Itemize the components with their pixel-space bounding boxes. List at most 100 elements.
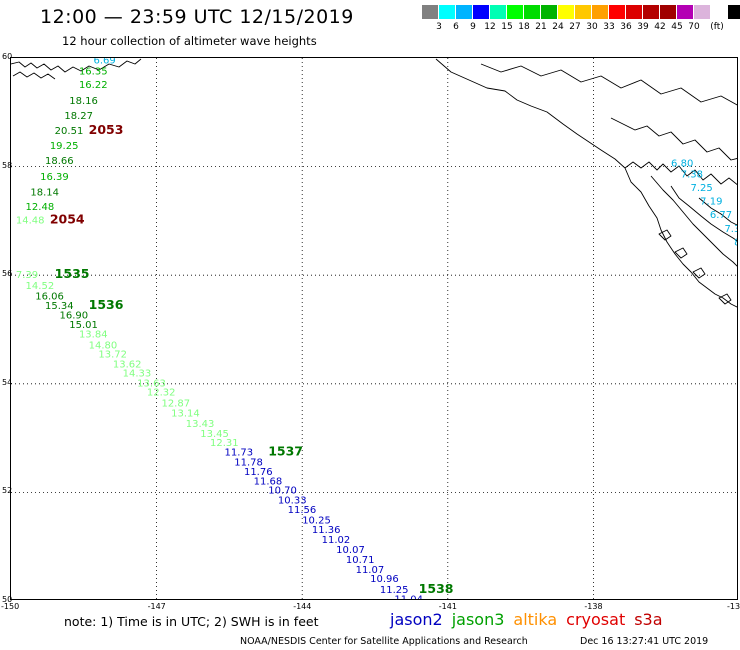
latitude-label: 54	[2, 377, 13, 387]
legend-label: 42	[654, 22, 666, 32]
legend-swatch	[558, 5, 575, 19]
wave-height-reading: 12.48	[26, 202, 55, 213]
wave-height-reading: 6.69	[94, 58, 116, 66]
wave-height-reading: 13.84	[79, 330, 108, 341]
coastline-segment	[610, 117, 737, 161]
mission-label: cryosat	[566, 610, 626, 629]
legend-swatch	[439, 5, 456, 19]
wave-height-reading: 11.56	[288, 505, 317, 516]
legend-label: 6	[453, 22, 459, 32]
generated-timestamp: Dec 16 13:27:41 UTC 2019	[580, 636, 709, 647]
legend-label: 15	[501, 22, 513, 32]
longitude-label: -144	[293, 602, 312, 611]
longitude-label: -147	[147, 602, 166, 611]
wave-height-reading: 12.31	[210, 438, 239, 449]
wave-height-reading: 13.63	[137, 379, 166, 390]
wave-height-reading: 10.07	[336, 545, 365, 556]
legend-swatch	[643, 5, 660, 19]
legend-label: 33	[603, 22, 615, 32]
wave-height-reading: 18.16	[69, 96, 98, 107]
wave-height-reading: 6.80	[671, 159, 693, 170]
legend-swatch	[592, 5, 609, 19]
wave-height-reading: 20.51	[55, 126, 84, 137]
longitude-label: -141	[438, 602, 457, 611]
legend-label: 12	[484, 22, 496, 32]
coastline-segment	[624, 167, 737, 308]
wave-height-reading: 10.25	[302, 515, 331, 526]
coastline-segment	[698, 197, 737, 226]
coastline-segment	[11, 58, 142, 73]
page-title: 12:00 — 23:59 UTC 12/15/2019	[40, 6, 354, 28]
wave-height-reading: 13.72	[98, 350, 127, 361]
wave-height-reading: 10.70	[268, 485, 297, 496]
legend-swatch	[609, 5, 626, 19]
legend-swatch	[422, 5, 439, 19]
wave-height-reading: 15.01	[69, 320, 98, 331]
legend-label: 24	[552, 22, 564, 32]
legend-swatch	[728, 5, 740, 19]
coastline-segment	[692, 267, 706, 279]
wave-height-reading: 18.27	[64, 111, 93, 122]
longitude-label: -138	[584, 602, 603, 611]
coastline	[11, 58, 737, 308]
latitude-label: 60	[2, 52, 13, 61]
coastline-segment	[718, 293, 732, 305]
legend-label: 70	[688, 22, 700, 32]
wave-height-reading: 11.73	[225, 447, 254, 458]
coastline-segment	[624, 161, 737, 185]
wave-height-reading: 16.39	[40, 172, 69, 183]
legend-labels: 3 6 9 12 15 18 21 24 27 30 33 36 39 42 45 70 (ft)	[422, 22, 729, 33]
longitude-label: -150	[1, 602, 20, 611]
footer-note: note: 1) Time is in UTC; 2) SWH is in fe…	[64, 614, 319, 629]
page-subtitle: 12 hour collection of altimeter wave hei…	[62, 34, 317, 48]
wave-height-reading: 18.66	[45, 156, 74, 167]
legend-swatch	[575, 5, 592, 19]
wave-height-reading: 14.48	[16, 216, 45, 227]
track-id-label: 1537	[268, 443, 303, 458]
wave-height-legend: 3 6 9 12 15 18 21 24 27 30 33 36 39 42 45 70 (ft)	[422, 5, 740, 33]
track-id-label: 1538	[419, 581, 454, 596]
wave-height-reading: 10.96	[370, 574, 399, 585]
wave-height-reading: 13.45	[200, 429, 229, 440]
track-id-label: 1536	[89, 297, 124, 312]
legend-label: 39	[637, 22, 649, 32]
wave-height-reading: 16.06	[35, 292, 64, 303]
wave-height-reading: 14.33	[123, 369, 152, 380]
latitude-label: 58	[2, 160, 13, 170]
coastline-segment	[658, 229, 672, 241]
wave-height-reading: 13.14	[171, 408, 200, 419]
wave-height-reading: 11.07	[356, 565, 385, 576]
wave-height-reading: 14.52	[26, 281, 55, 292]
wave-height-reading: 16.90	[60, 311, 89, 322]
legend-swatches	[422, 5, 740, 19]
wave-height-reading: 8.52	[734, 237, 738, 248]
legend-swatch	[711, 5, 728, 19]
mission-label: jason3	[451, 610, 505, 629]
wave-height-reading: 7.19	[700, 197, 722, 208]
wave-height-reading: 11.68	[254, 476, 283, 487]
mission-legend: jason2 jason3 altika cryosat s3a	[390, 610, 672, 629]
coastline-segment	[674, 247, 688, 259]
wave-height-reading: 11.04	[394, 595, 423, 600]
legend-label: 30	[586, 22, 598, 32]
graticule	[11, 58, 737, 599]
legend-swatch	[677, 5, 694, 19]
legend-swatch	[507, 5, 524, 19]
latitude-label: 50	[2, 595, 13, 604]
wave-height-reading: 16.22	[79, 80, 108, 91]
legend-swatch	[490, 5, 507, 19]
map-frame[interactable]: 6.69 16.35 16.22 18.16 18.27 20.51 2053 19.25 18…	[10, 57, 738, 600]
latitude-label: 52	[2, 486, 13, 496]
legend-label: 27	[569, 22, 581, 32]
legend-label: 3	[436, 22, 442, 32]
wave-height-reading: 10.33	[278, 495, 307, 506]
legend-label: 21	[535, 22, 547, 32]
wave-height-reading: 16.35	[79, 66, 108, 77]
legend-label: 9	[470, 22, 476, 32]
wave-height-reading: 19.25	[50, 141, 79, 152]
wave-height-reading: 7.25	[690, 183, 712, 194]
longitude-label: -13	[727, 602, 740, 611]
legend-swatch	[456, 5, 473, 19]
